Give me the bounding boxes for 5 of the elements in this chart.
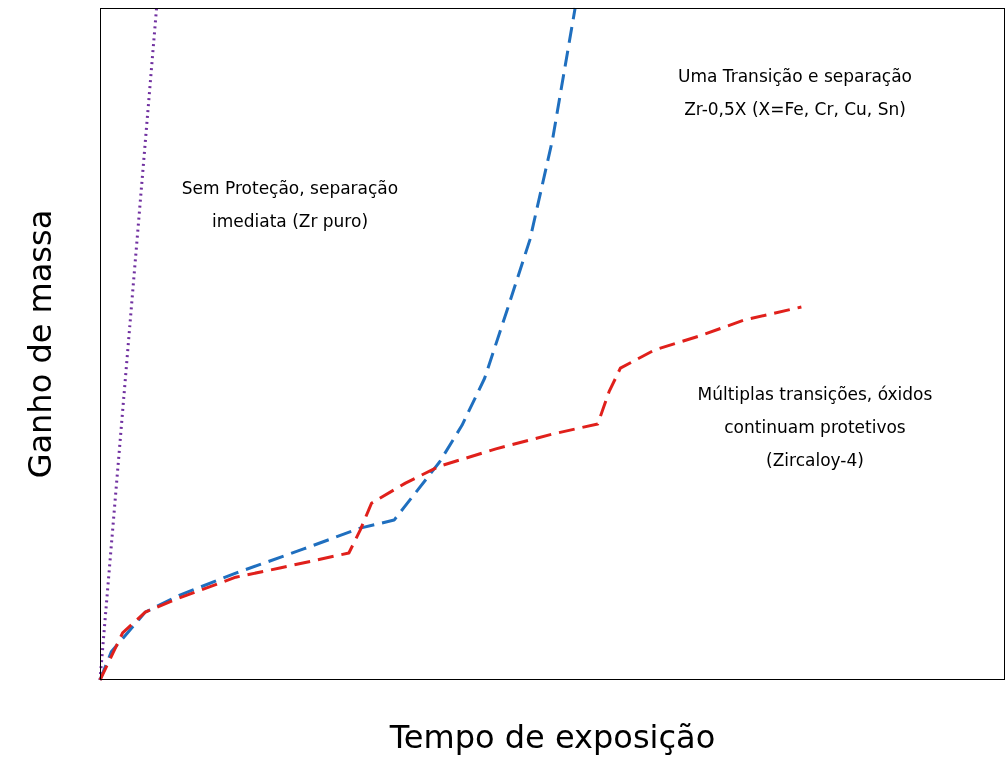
x-axis-title: Tempo de exposição — [388, 718, 717, 756]
annotation: Sem Proteção, separação imediata (Zr puro) — [180, 177, 400, 233]
annotation: Uma Transição e separação Zr-0,5X (X=Fe, Cr, Cu, Sn) — [677, 65, 913, 121]
y-axis-title: Ganho de massa — [21, 209, 59, 479]
annotation: Múltiplas transições, óxidos continuam protetivos (Zircaloy-4) — [696, 383, 934, 472]
